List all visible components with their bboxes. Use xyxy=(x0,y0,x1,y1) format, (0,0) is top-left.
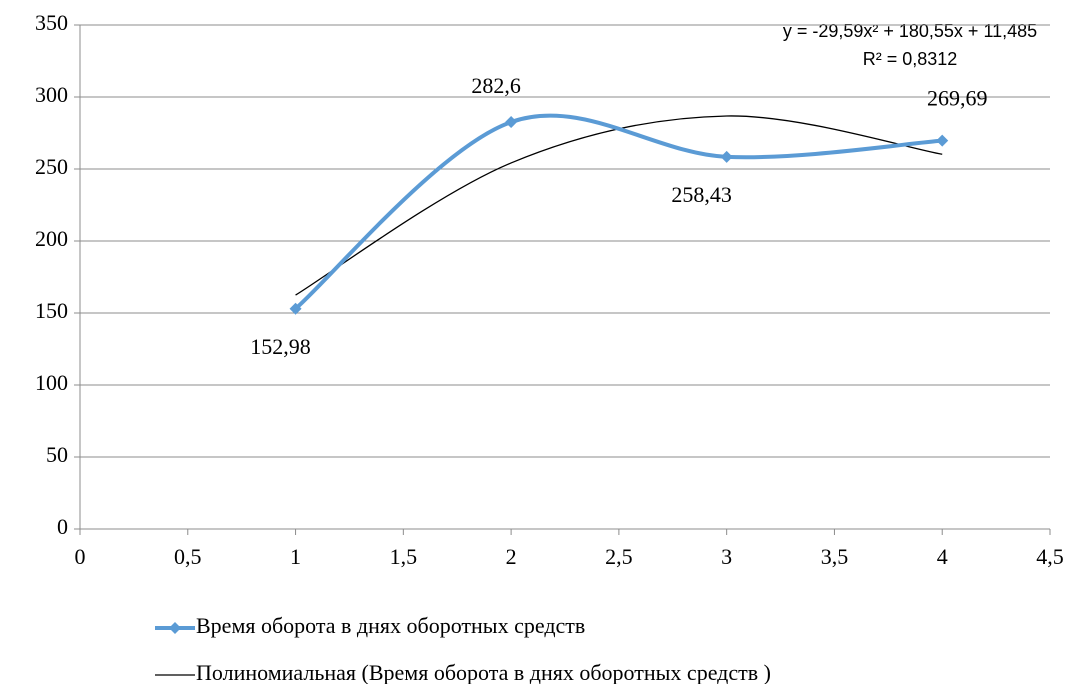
legend-label: Время оборота в днях оборотных средств xyxy=(196,613,585,638)
y-tick-label: 250 xyxy=(35,154,68,179)
r-squared: R² = 0,8312 xyxy=(863,49,958,69)
y-tick-label: 50 xyxy=(46,442,68,467)
x-tick-label: 2 xyxy=(506,544,517,569)
x-tick-label: 1 xyxy=(290,544,301,569)
trend-line xyxy=(295,115,943,296)
y-tick-label: 300 xyxy=(35,82,68,107)
data-label: 152,98 xyxy=(250,334,311,359)
y-tick-label: 100 xyxy=(35,370,68,395)
x-tick-label: 3 xyxy=(721,544,732,569)
data-label: 258,43 xyxy=(671,182,732,207)
marker xyxy=(720,150,733,163)
y-tick-label: 200 xyxy=(35,226,68,251)
marker xyxy=(505,116,518,129)
x-tick-label: 3,5 xyxy=(821,544,849,569)
data-line xyxy=(294,113,943,311)
x-tick-label: 0 xyxy=(75,544,86,569)
data-label: 282,6 xyxy=(471,73,521,98)
x-tick-label: 1,5 xyxy=(390,544,418,569)
legend-marker xyxy=(169,622,181,634)
marker xyxy=(936,134,949,147)
marker xyxy=(289,302,302,315)
trend-equation: y = -29,59x² + 180,55x + 11,485 xyxy=(783,21,1037,41)
x-tick-label: 2,5 xyxy=(605,544,633,569)
data-label: 269,69 xyxy=(927,86,988,111)
y-tick-label: 150 xyxy=(35,298,68,323)
y-tick-label: 350 xyxy=(35,10,68,35)
x-tick-label: 4 xyxy=(937,544,948,569)
y-tick-label: 0 xyxy=(57,514,68,539)
x-tick-label: 0,5 xyxy=(174,544,202,569)
legend-label: Полиномиальная (Время оборота в днях обо… xyxy=(196,660,771,684)
x-tick-label: 4,5 xyxy=(1036,544,1064,569)
